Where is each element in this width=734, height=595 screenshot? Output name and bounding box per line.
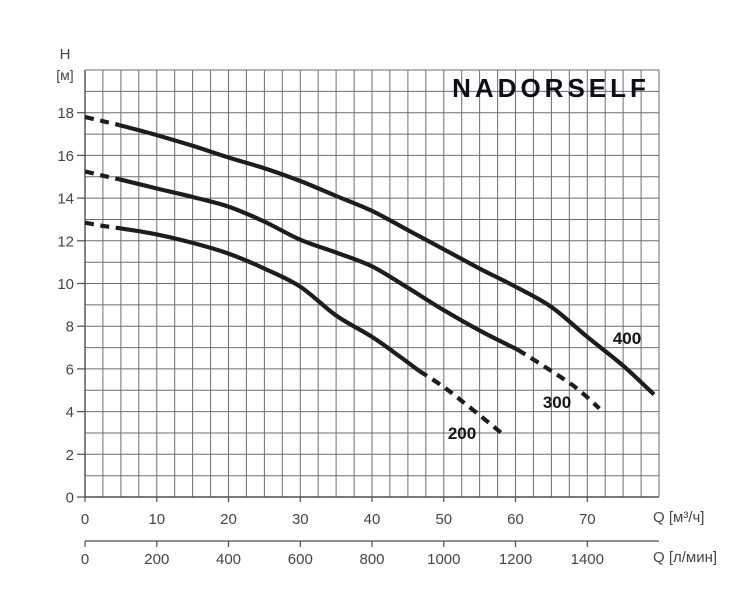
- x-axis-secondary: 0 200 400 600 800 1000 1200 1400: [81, 540, 659, 568]
- curve-300: [84, 169, 601, 410]
- y-tick-label: 18: [57, 105, 74, 122]
- curve-400: [84, 114, 656, 397]
- y-axis-title-unit: [м]: [56, 67, 74, 83]
- curve-label-300: 300: [542, 393, 572, 412]
- x-axis-unit-lmin: Q [л/мин]: [653, 549, 718, 566]
- curve-400-dashed-segment: [84, 114, 120, 128]
- x-tick-label-lmin: 400: [216, 551, 241, 568]
- y-tick-label: 8: [66, 319, 74, 336]
- curve-300-solid-segment: [118, 177, 519, 352]
- chart-title: NADORSELF: [452, 73, 650, 103]
- y-tick-label: 6: [66, 361, 74, 378]
- y-tick-label: 12: [57, 233, 74, 250]
- curve-200-dashed-segment: [418, 369, 506, 437]
- y-tick-label: 16: [57, 148, 74, 165]
- y-tick-label: 14: [57, 191, 74, 208]
- y-tick-label: 2: [66, 447, 74, 464]
- curve-200-dashed-segment: [84, 220, 122, 231]
- curve-400-solid-segment: [118, 123, 656, 397]
- x-tick-label-lmin: 600: [288, 551, 313, 568]
- x-tick-label-lmin: 1400: [571, 551, 604, 568]
- x-tick-label-lmin: 200: [144, 551, 169, 568]
- x-tick-label-lmin: 800: [359, 551, 384, 568]
- x-tick-label-m3h: 60: [507, 511, 524, 528]
- x-tick-label-lmin: 0: [81, 551, 89, 568]
- y-axis-title: H [м]: [46, 45, 84, 85]
- x-axis-unit-m3h: Q [м³/ч]: [653, 509, 705, 526]
- x-tick-label-m3h: 40: [364, 511, 381, 528]
- y-axis-ticks: 0 2 4 6 8 10 12 14 16 18: [57, 105, 85, 507]
- x-tick-label-m3h: 30: [292, 511, 309, 528]
- x-tick-label-m3h: 20: [220, 511, 237, 528]
- y-tick-label: 0: [66, 490, 74, 507]
- x-axis-primary-ticks: 0 10 20 30 40 50 60 70: [81, 497, 596, 528]
- y-tick-label: 10: [57, 276, 74, 293]
- curve-label-200: 200: [447, 424, 477, 443]
- curve-200-solid-segment: [120, 226, 421, 373]
- y-tick-label: 4: [66, 404, 74, 421]
- grid: [84, 69, 660, 498]
- x-tick-label-m3h: 70: [579, 511, 596, 528]
- curve-label-400: 400: [612, 329, 642, 348]
- x-tick-label-m3h: 10: [148, 511, 165, 528]
- x-tick-label-m3h: 0: [81, 511, 89, 528]
- x-tick-label-m3h: 50: [435, 511, 452, 528]
- curve-200: [84, 220, 506, 437]
- curve-300-dashed-segment: [516, 347, 601, 410]
- x-tick-label-lmin: 1000: [427, 551, 460, 568]
- curve-300-dashed-segment: [84, 169, 120, 182]
- y-axis-title-symbol: H: [59, 46, 71, 63]
- x-tick-label-lmin: 1200: [499, 551, 532, 568]
